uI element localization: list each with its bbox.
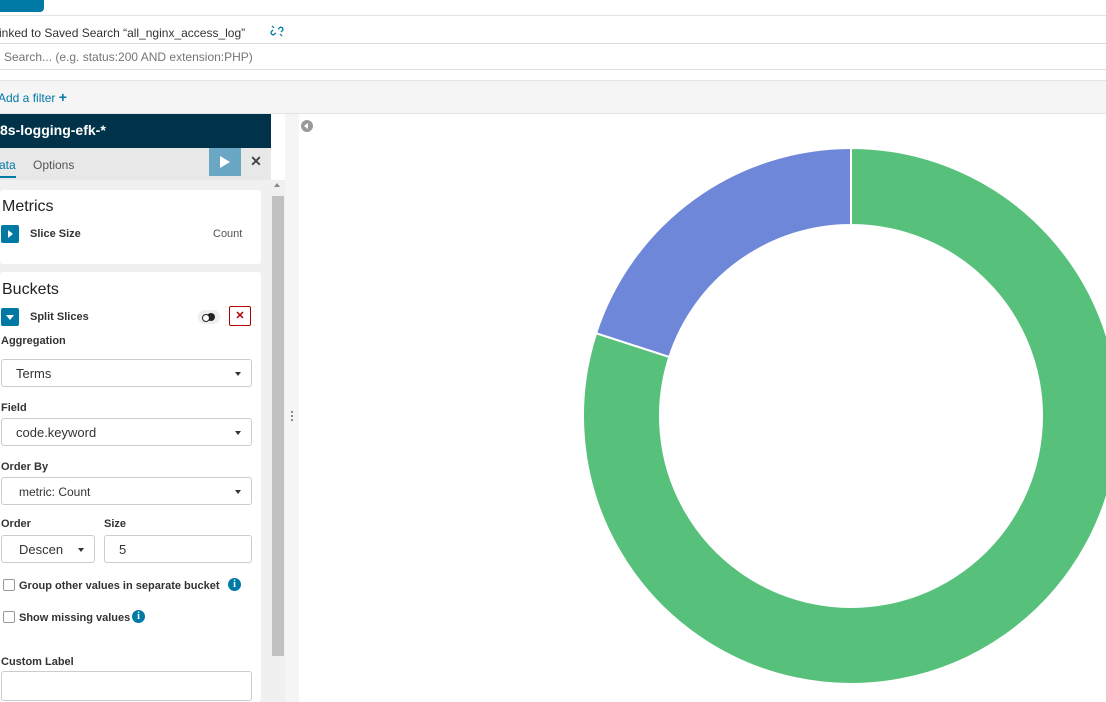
chevron-down-icon — [235, 490, 241, 494]
caret-right-icon — [8, 230, 13, 238]
metrics-card — [0, 190, 261, 264]
order-by-value: metric: Count — [19, 485, 91, 499]
play-icon — [220, 156, 230, 168]
scrollbar-thumb[interactable] — [272, 196, 284, 656]
aggregation-select[interactable]: Terms — [1, 359, 252, 387]
show-missing-checkbox[interactable] — [3, 611, 15, 623]
size-label: Size — [104, 518, 127, 530]
top-action-button[interactable] — [0, 0, 44, 12]
custom-label-label: Custom Label — [1, 656, 74, 668]
custom-label-input[interactable] — [1, 671, 252, 701]
info-icon[interactable]: i — [132, 610, 145, 623]
bucket-label: Split Slices — [30, 311, 89, 323]
plus-icon: + — [58, 89, 67, 105]
field-value: code.keyword — [16, 425, 97, 440]
resize-grip-icon[interactable] — [291, 411, 295, 421]
order-select[interactable]: Descen — [1, 535, 95, 563]
order-by-label: Order By — [1, 461, 49, 473]
tab-options[interactable]: Options — [33, 158, 75, 172]
pie-chart — [582, 146, 1106, 685]
metric-value: Count — [213, 228, 243, 240]
order-label: Order — [1, 518, 31, 530]
aggregation-value: Terms — [16, 366, 52, 381]
chevron-left-icon — [304, 123, 308, 129]
pie-slice-0[interactable] — [582, 146, 1106, 685]
index-pattern-title: 8s-logging-efk-* — [0, 122, 106, 138]
field-select[interactable]: code.keyword — [1, 418, 252, 446]
apply-changes-button[interactable] — [209, 148, 241, 176]
expand-metric-button[interactable] — [1, 225, 19, 243]
group-other-label: Group other values in separate bucket — [19, 580, 220, 592]
toggle-ring — [202, 314, 210, 322]
chevron-down-icon — [235, 431, 241, 435]
scroll-up-arrow-icon[interactable] — [274, 183, 280, 187]
toggle-bucket-icon[interactable] — [198, 310, 220, 324]
panel-resizer[interactable] — [285, 114, 299, 702]
group-other-checkbox[interactable] — [3, 579, 15, 591]
discard-changes-button[interactable]: ✕ — [241, 148, 271, 176]
order-value: Descen — [19, 542, 64, 557]
collapse-sidebar-icon[interactable] — [301, 120, 313, 132]
pie-slice-1[interactable] — [594, 146, 852, 359]
remove-bucket-button[interactable]: ✕ — [229, 306, 251, 326]
tab-data[interactable]: ata — [0, 158, 16, 178]
chevron-down-icon — [78, 548, 84, 552]
unlink-icon[interactable] — [270, 24, 284, 38]
metric-label: Slice Size — [30, 228, 81, 240]
show-missing-label: Show missing values — [19, 612, 131, 624]
toggle-knob — [207, 313, 215, 321]
add-filter-label: Add a filter — [0, 91, 56, 105]
aggregation-label: Aggregation — [1, 335, 66, 347]
search-input[interactable] — [0, 44, 1106, 69]
size-input[interactable]: 5 — [104, 535, 252, 563]
filter-bar — [0, 80, 1106, 114]
info-icon[interactable]: i — [228, 578, 241, 591]
top-toolbar — [0, 0, 1106, 16]
linked-search-text: inked to Saved Search “all_nginx_access_… — [0, 26, 246, 40]
buckets-title: Buckets — [2, 281, 59, 298]
index-pattern-header: 8s-logging-efk-* — [0, 114, 271, 148]
search-bar — [0, 43, 1106, 70]
size-value: 5 — [119, 542, 127, 557]
order-by-select[interactable]: metric: Count — [1, 477, 252, 505]
collapse-bucket-button[interactable] — [1, 308, 19, 326]
metrics-title: Metrics — [2, 198, 54, 215]
chevron-down-icon — [235, 372, 241, 376]
add-filter-link[interactable]: Add a filter + — [0, 89, 67, 105]
caret-down-icon — [6, 315, 14, 320]
field-label: Field — [1, 402, 27, 414]
